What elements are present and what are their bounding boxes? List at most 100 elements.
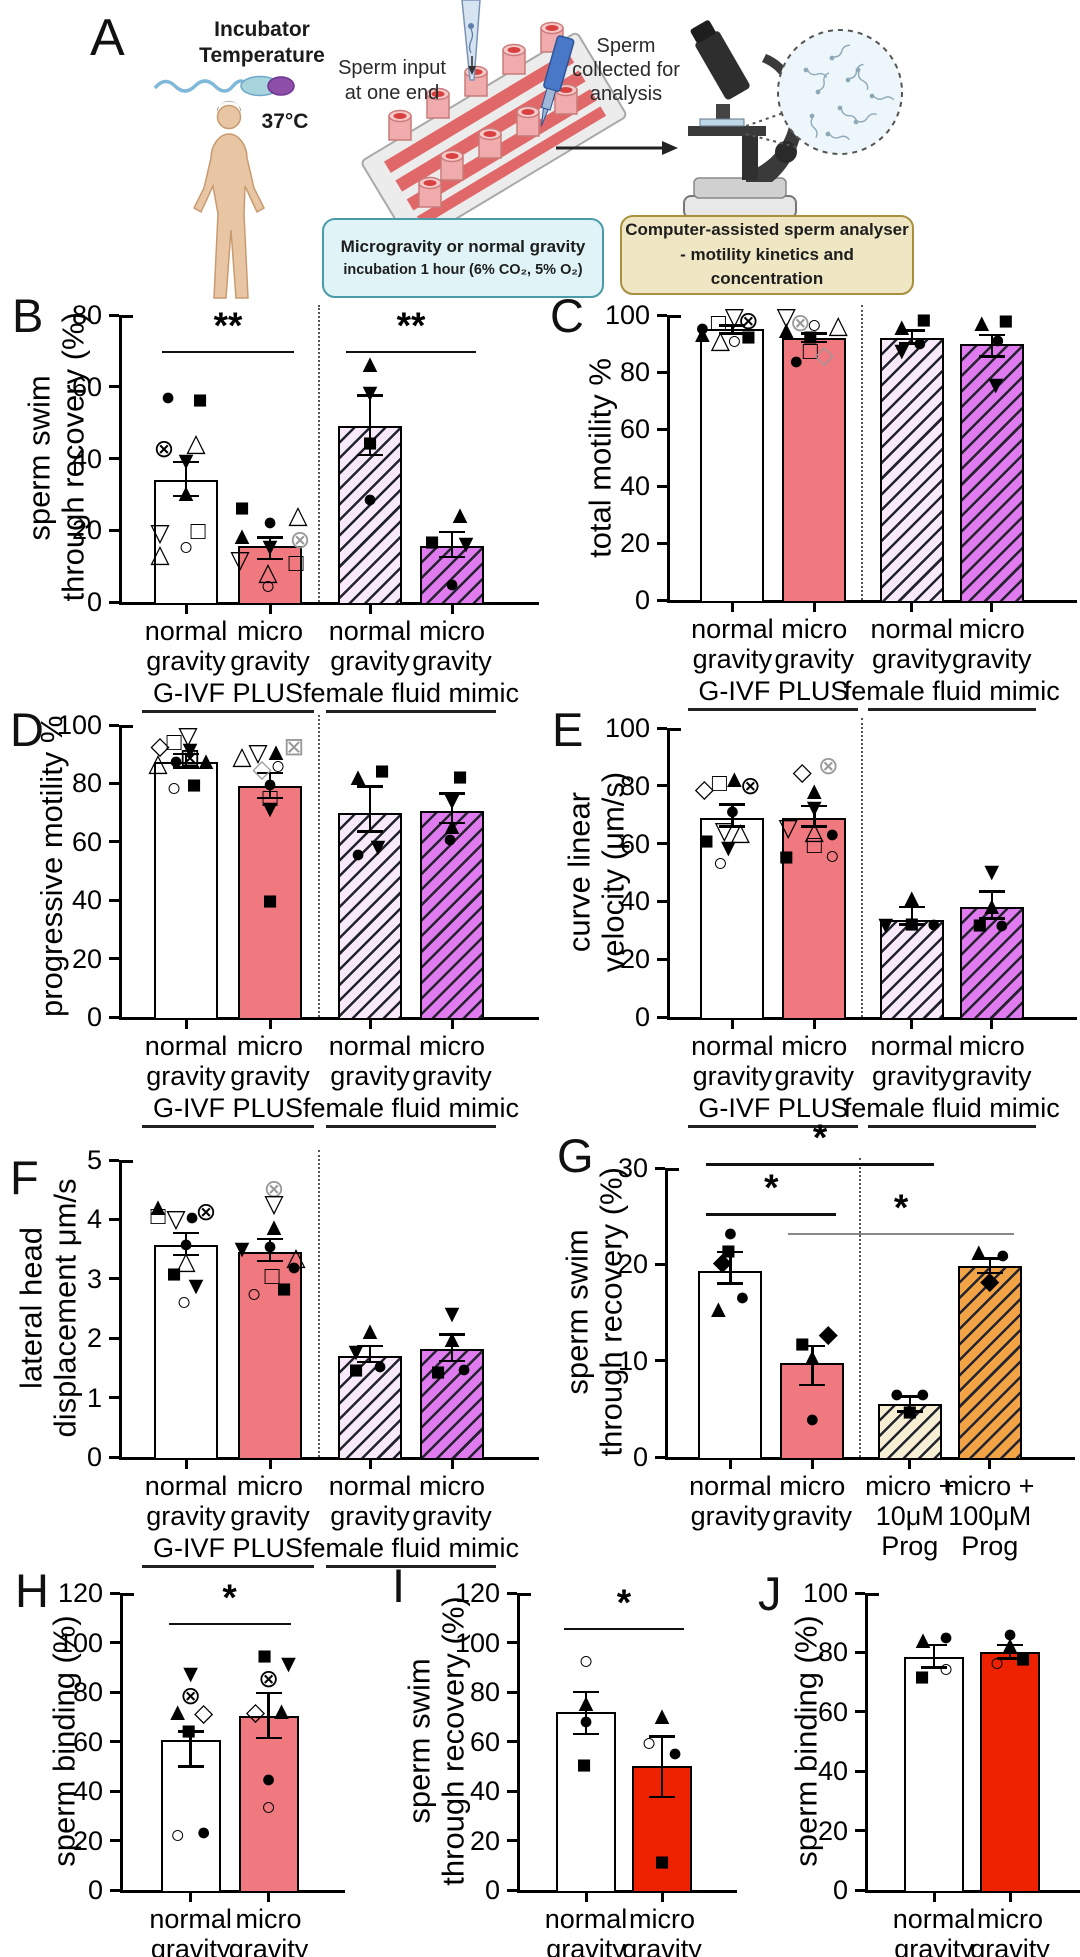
data-point-marker: △ <box>258 558 278 587</box>
y-tick-label: 80 <box>71 768 102 799</box>
group-label-underline <box>867 1125 1036 1128</box>
y-tick-label: 0 <box>86 587 102 617</box>
y-tick-label: 40 <box>817 1756 848 1787</box>
x-tick-label: gravity <box>772 1501 853 1531</box>
error-bar-cap-bottom <box>801 340 828 344</box>
error-bar-cap-bottom <box>649 1795 675 1799</box>
error-bar-cap-top <box>649 1735 675 1738</box>
x-tick-label: micro <box>779 1471 846 1501</box>
x-tick <box>910 603 914 612</box>
error-bar-line <box>368 1345 372 1362</box>
bar-D-1 <box>154 761 218 1020</box>
data-point-marker: ⊠ <box>179 743 201 772</box>
panel-G-y-axis-top-cap <box>668 1168 679 1171</box>
data-point-marker: △ <box>804 817 824 846</box>
y-tick-label: 100 <box>802 1578 848 1608</box>
x-tick-label: gravity <box>872 644 952 674</box>
data-point-marker: ▼ <box>276 1649 301 1678</box>
data-point-marker: ⊗ <box>289 526 311 554</box>
data-point-marker: ■ <box>998 307 1014 336</box>
error-bar-cap-bottom <box>257 557 283 561</box>
error-bar-cap-bottom <box>978 917 1005 920</box>
x-tick-label: normal <box>870 1031 954 1061</box>
panel-I-y-axis-top-cap <box>520 1593 531 1596</box>
y-tick <box>507 1839 517 1842</box>
data-point-marker: ● <box>694 314 710 343</box>
y-tick <box>657 957 667 961</box>
error-bar-line <box>910 907 914 925</box>
x-tick-label: gravity <box>146 1501 226 1531</box>
data-point-marker: ● <box>915 1380 931 1409</box>
panel-F-letter: F <box>10 1151 39 1204</box>
data-point-marker: ▲ <box>345 762 371 791</box>
bar-C-2 <box>782 337 847 603</box>
error-bar-cap-top <box>719 803 746 806</box>
error-bar-cap-top <box>997 1643 1023 1647</box>
data-point-marker: ◆ <box>712 1248 733 1277</box>
data-point-marker: ○ <box>246 1279 262 1308</box>
data-point-marker: ● <box>286 1253 302 1282</box>
data-point-marker: ⊗ <box>258 1664 280 1693</box>
group-label-underline <box>142 1565 314 1568</box>
y-tick-label: 40 <box>71 885 102 916</box>
data-point-marker: ▲ <box>145 1193 171 1222</box>
data-point-marker: ▲ <box>706 1294 731 1323</box>
y-tick <box>657 842 667 846</box>
group-label-underline <box>142 1125 314 1128</box>
panel-C-letter: C <box>550 289 584 342</box>
x-tick <box>450 1020 454 1029</box>
y-tick-label: 40 <box>72 1776 103 1806</box>
x-tick-label: normal <box>144 1031 228 1061</box>
data-point-marker: ▼ <box>183 1272 209 1301</box>
x-tick <box>908 1460 912 1469</box>
x-tick <box>368 1020 372 1029</box>
error-bar-cap-top <box>173 1231 199 1235</box>
significance-line <box>788 1232 1014 1236</box>
y-tick <box>855 1888 865 1892</box>
group-label-underline <box>326 710 496 713</box>
data-point-marker: ▲ <box>261 1213 287 1242</box>
data-point-marker: △ <box>148 749 168 778</box>
x-tick-label: normal <box>691 1031 774 1061</box>
data-point-marker: □ <box>802 337 818 366</box>
incubation-box-line1: Microgravity or normal gravity <box>340 237 586 257</box>
error-bar-cap-bottom <box>976 1271 1003 1275</box>
data-point-marker: ⊗ <box>180 1681 202 1710</box>
x-tick <box>268 1460 272 1469</box>
x-tick-label: gravity <box>622 1934 702 1957</box>
group-label: G-IVF PLUS <box>152 1093 304 1123</box>
data-point-marker: ■ <box>424 527 440 556</box>
data-point-marker: ▲ <box>910 1625 936 1654</box>
panel-H-x-axis <box>120 1890 345 1893</box>
group-label-underline <box>688 1125 859 1128</box>
y-tick-label: 4 <box>86 1204 102 1235</box>
data-point-marker: ● <box>160 382 176 411</box>
data-point-marker: ■ <box>916 305 932 334</box>
error-bar-cap-bottom <box>801 825 828 828</box>
data-point-marker: ▼ <box>439 1300 465 1329</box>
error-bar-line <box>184 754 188 768</box>
y-tick <box>109 957 119 961</box>
significance-stars: * <box>764 1167 779 1209</box>
bar-B-3 <box>338 426 402 605</box>
micropipette-icon <box>540 35 575 127</box>
y-tick <box>657 541 667 545</box>
data-point-marker: ▲ <box>899 883 925 912</box>
data-point-marker: ● <box>578 1706 594 1735</box>
x-tick-label: gravity <box>330 1501 410 1531</box>
bar-E-4 <box>959 907 1024 1020</box>
data-point-marker: ▲ <box>722 765 747 794</box>
error-bar-cap-top <box>257 536 283 539</box>
group-label: female fluid mimic <box>843 676 1060 706</box>
data-point-marker: ▼ <box>178 1659 204 1688</box>
x-tick-label: micro <box>419 1471 485 1501</box>
error-bar-line <box>731 325 734 334</box>
y-tick-label: 120 <box>57 1578 103 1608</box>
significance-line <box>706 1213 837 1216</box>
data-point-marker: ■ <box>452 762 468 791</box>
data-point-marker: ■ <box>276 1275 292 1304</box>
error-bar-cap-bottom <box>357 453 383 457</box>
data-point-marker: ■ <box>186 771 202 800</box>
panel-C-x-axis <box>667 600 1077 603</box>
error-bar-cap-bottom <box>997 1657 1023 1660</box>
